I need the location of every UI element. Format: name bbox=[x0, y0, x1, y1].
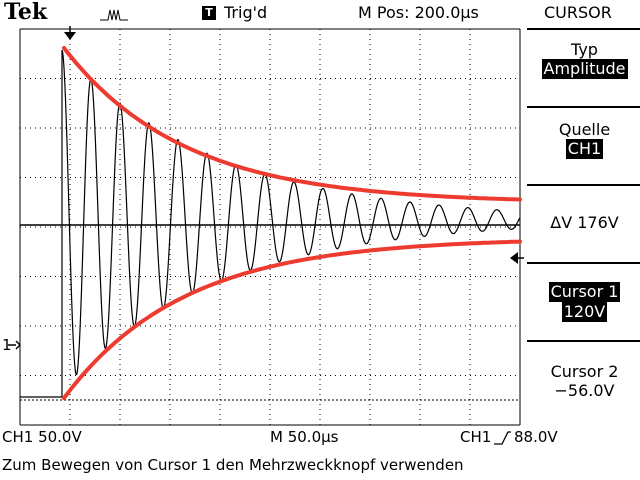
trigger-level: 88.0V bbox=[514, 428, 558, 446]
side-divider bbox=[527, 28, 640, 30]
ch1-ground-arrow-icon bbox=[8, 340, 21, 350]
trigger-icon: T bbox=[202, 6, 216, 20]
side-divider bbox=[527, 106, 640, 108]
rising-edge-icon bbox=[494, 431, 511, 445]
menu-cursor1-value: 120V bbox=[561, 302, 608, 322]
menu-quelle[interactable]: Quelle CH1 bbox=[529, 120, 640, 159]
envelope-lower bbox=[62, 239, 522, 400]
horizontal-position: M Pos: 200.0µs bbox=[358, 3, 479, 22]
ch1-scale: CH1 50.0V bbox=[2, 428, 82, 446]
timebase: M 50.0µs bbox=[270, 428, 339, 446]
trigger-channel: CH1 bbox=[460, 428, 492, 446]
menu-cursor2[interactable]: Cursor 2 −56.0V bbox=[529, 362, 640, 400]
help-message: Zum Bewegen von Cursor 1 den Mehrzweckkn… bbox=[2, 456, 464, 474]
trigger-status: Trig'd bbox=[224, 3, 268, 22]
trigger-position-marker-icon bbox=[64, 32, 76, 40]
side-divider bbox=[527, 184, 640, 186]
acquisition-icon bbox=[100, 9, 128, 21]
menu-quelle-label: Quelle bbox=[558, 120, 611, 139]
trigger-level-marker-icon bbox=[510, 252, 518, 264]
menu-cursor2-value: −56.0V bbox=[554, 381, 615, 400]
menu-cursor2-label: Cursor 2 bbox=[550, 362, 619, 381]
menu-cursor1[interactable]: Cursor 1 120V bbox=[529, 282, 640, 322]
graticule bbox=[20, 29, 520, 425]
side-divider bbox=[527, 340, 640, 342]
menu-typ[interactable]: Typ Amplitude bbox=[529, 40, 640, 79]
brand-logo: Tek bbox=[4, 0, 48, 25]
menu-typ-value: Amplitude bbox=[541, 59, 628, 79]
menu-cursor1-label: Cursor 1 bbox=[548, 282, 621, 302]
delta-v-readout: ΔV 176V bbox=[550, 213, 619, 232]
ch1-ground-label: 1 bbox=[2, 336, 12, 354]
side-divider bbox=[527, 262, 640, 264]
menu-quelle-value: CH1 bbox=[565, 139, 604, 159]
menu-typ-label: Typ bbox=[571, 40, 598, 59]
menu-title: CURSOR bbox=[544, 3, 612, 22]
envelope-upper bbox=[62, 46, 522, 202]
ch1-trace bbox=[20, 49, 521, 398]
